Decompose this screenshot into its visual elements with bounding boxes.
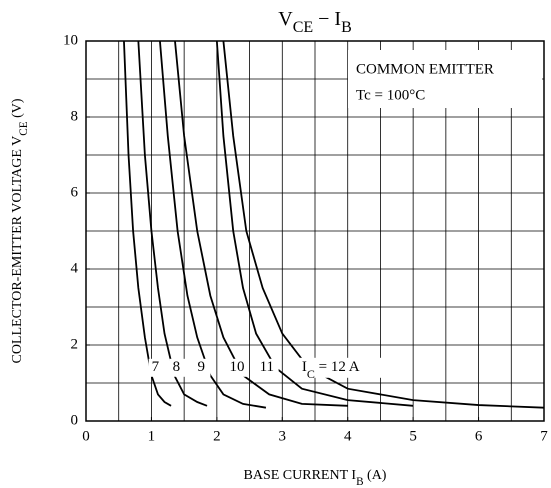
curve-label: 7 [152, 359, 160, 375]
chart-title-part: − I [313, 8, 341, 30]
y-axis-label-part: COLLECTOR-EMITTER VOLTAGE V [10, 136, 25, 364]
y-tick-label: 8 [71, 108, 79, 124]
x-axis-label-part: (A) [364, 468, 387, 483]
y-axis-label: COLLECTOR-EMITTER VOLTAGE VCE (V) [10, 98, 29, 363]
x-tick-label: 7 [540, 428, 548, 444]
curve-label-part: = 12 A [315, 359, 360, 375]
curve-label-part: I [302, 359, 307, 375]
curve-label: 8 [173, 359, 181, 375]
x-axis-label: BASE CURRENT IB (A) [244, 468, 387, 487]
curve-label-bg [169, 358, 186, 377]
curve [215, 40, 414, 407]
x-tick-label: 4 [344, 428, 352, 444]
curve [222, 40, 545, 409]
y-tick-label: 6 [71, 184, 79, 200]
curve [174, 40, 348, 407]
y-axis-label-part: (V) [10, 98, 25, 121]
curve [159, 40, 267, 409]
x-axis-label-part: B [356, 476, 363, 488]
y-tick-label: 0 [71, 412, 79, 428]
x-tick-label: 6 [475, 428, 483, 444]
x-tick-label: 5 [409, 428, 417, 444]
curve-label-bg [226, 358, 249, 377]
y-tick-label: 2 [71, 336, 79, 352]
chart-title-part: B [341, 19, 352, 36]
curve-label-bg [194, 358, 211, 377]
curve [137, 40, 208, 407]
curve [123, 40, 172, 407]
x-tick-label: 3 [279, 428, 287, 444]
x-axis-label-part: BASE CURRENT I [244, 468, 357, 483]
x-tick-label: 2 [213, 428, 221, 444]
y-axis-label-part: CE [18, 121, 30, 135]
curve-label-bg [298, 357, 383, 378]
x-tick-label: 1 [148, 428, 156, 444]
chart-title-part: CE [293, 19, 313, 36]
y-tick-label: 10 [63, 32, 78, 48]
curve-label-bg [148, 358, 165, 377]
annotation-box [348, 50, 542, 108]
curve-label: 10 [230, 359, 245, 375]
x-tick-label: 0 [82, 428, 90, 444]
curve-label-bg [256, 358, 279, 377]
curve-label: IC = 12 A [302, 359, 360, 380]
y-tick-label: 4 [71, 260, 79, 276]
curve-label: 9 [197, 359, 205, 375]
curve-label-part: C [307, 367, 315, 381]
curve-label: 11 [260, 359, 274, 375]
chart-title: VCE − IB [278, 8, 352, 37]
annotation: Tc = 100°C [356, 87, 425, 103]
annotation: COMMON EMITTER [356, 61, 494, 77]
chart-title-part: V [278, 8, 293, 30]
